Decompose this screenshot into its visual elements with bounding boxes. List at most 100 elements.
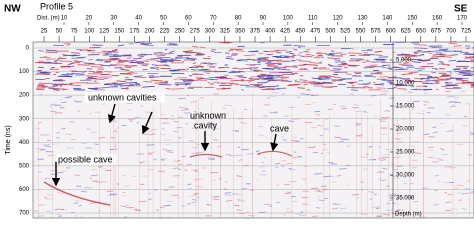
reflection	[170, 118, 176, 121]
reflection	[166, 143, 171, 146]
reflection	[116, 61, 125, 64]
top-tick-label: 90	[260, 16, 267, 22]
reflection	[236, 209, 242, 211]
reflection	[268, 74, 275, 77]
top-tick-label: 60	[185, 16, 192, 22]
depth-tick-label: 15.000	[396, 104, 415, 110]
reflection	[127, 79, 132, 81]
reflection	[141, 64, 148, 67]
reflection	[332, 202, 337, 205]
reflection	[123, 216, 128, 218]
reflection	[178, 106, 183, 109]
reflection	[445, 201, 452, 204]
reflection	[256, 153, 261, 156]
reflection	[422, 110, 425, 112]
reflection	[309, 62, 322, 64]
reflection	[142, 44, 154, 47]
reflection	[370, 72, 383, 75]
reflection	[298, 68, 309, 71]
reflection	[197, 79, 208, 82]
depth-tick-label: 5.000	[396, 58, 412, 64]
reflection	[469, 132, 474, 134]
reflection	[35, 127, 40, 130]
reflection	[437, 180, 442, 183]
second-tick-label: 350	[235, 29, 246, 35]
reflection	[236, 198, 241, 201]
reflection	[48, 87, 60, 90]
second-tick-label: 475	[310, 29, 321, 35]
reflection	[449, 72, 453, 74]
reflection	[194, 170, 199, 172]
reflection	[224, 153, 231, 156]
reflection	[71, 52, 81, 54]
reflection	[193, 65, 204, 68]
reflection	[54, 78, 63, 81]
reflection	[355, 124, 359, 127]
reflection	[174, 88, 185, 90]
reflection	[293, 49, 298, 51]
reflection	[138, 200, 147, 203]
reflection	[57, 192, 65, 194]
reflection	[52, 89, 60, 91]
reflection	[432, 161, 439, 164]
reflection	[80, 216, 84, 219]
reflection	[461, 192, 469, 195]
reflection	[135, 82, 140, 85]
reflection	[404, 80, 412, 82]
arrows	[51, 103, 279, 187]
reflection	[432, 54, 439, 56]
reflection	[186, 164, 192, 166]
reflection	[327, 64, 331, 66]
reflection	[124, 66, 132, 69]
reflection	[109, 55, 123, 58]
hyperbola	[189, 153, 223, 158]
reflection	[71, 72, 84, 75]
reflection	[162, 60, 172, 63]
reflection	[148, 198, 153, 201]
reflection	[125, 204, 129, 206]
reflection	[248, 81, 252, 83]
reflection	[393, 168, 399, 171]
reflection	[74, 60, 83, 63]
reflection	[166, 200, 174, 203]
reflection	[360, 181, 365, 183]
second-tick-label: 675	[431, 29, 442, 35]
top-tick-label: 80	[235, 16, 242, 22]
reflection	[446, 130, 454, 132]
reflection	[352, 193, 360, 196]
reflection	[157, 170, 162, 173]
reflection	[323, 175, 331, 178]
reflection	[146, 59, 159, 61]
reflection	[356, 134, 363, 137]
reflection	[192, 146, 199, 149]
annotation: possible cave	[58, 154, 113, 164]
reflection	[286, 208, 290, 210]
reflection	[423, 133, 430, 136]
reflection	[441, 85, 447, 88]
reflection	[423, 104, 427, 106]
reflection	[222, 107, 226, 110]
reflection	[342, 63, 347, 65]
reflection	[284, 65, 298, 68]
reflection	[458, 199, 462, 201]
reflection	[328, 108, 333, 110]
reflection	[383, 110, 389, 112]
reflection	[124, 65, 133, 67]
reflection	[329, 64, 334, 67]
reflection	[285, 51, 292, 53]
second-tick-label: 75	[71, 29, 78, 35]
reflection	[159, 206, 164, 209]
reflection	[410, 196, 414, 199]
reflection	[91, 169, 98, 171]
reflection	[314, 173, 322, 175]
reflection	[191, 152, 199, 155]
reflection	[341, 138, 349, 141]
second-tick-label: 575	[371, 29, 382, 35]
reflection	[45, 198, 53, 200]
arrow	[107, 103, 116, 124]
reflection	[200, 97, 204, 99]
reflection	[122, 55, 130, 57]
reflection	[439, 54, 451, 56]
reflection	[248, 77, 253, 79]
reflection	[120, 87, 129, 90]
